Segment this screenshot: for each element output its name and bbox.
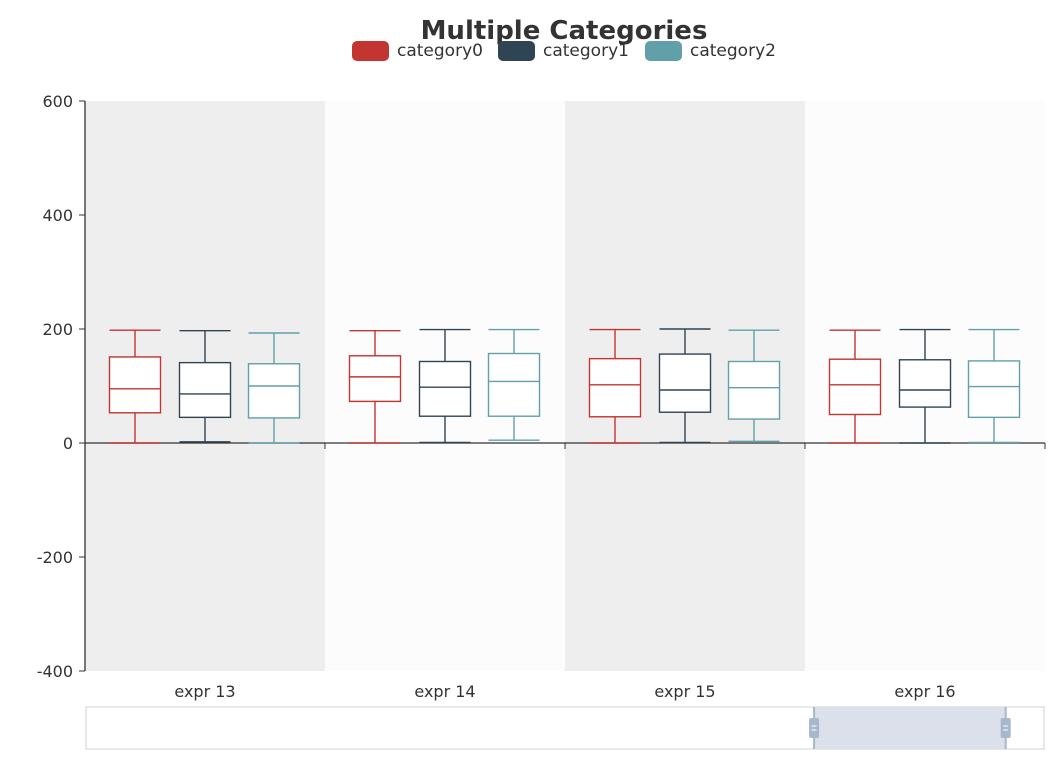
y-tick-label: -400: [37, 662, 73, 681]
data-zoom-track: [85, 706, 1045, 750]
legend-item[interactable]: category1: [498, 41, 629, 61]
box-body: [108, 356, 162, 414]
boxplot-item[interactable]: [108, 329, 162, 444]
boxplot-item[interactable]: [418, 328, 472, 444]
x-tick-label: expr 16: [894, 682, 955, 701]
box-body: [588, 357, 642, 418]
box-body: [487, 352, 541, 417]
legend-label: category2: [690, 41, 776, 61]
boxplot-item[interactable]: [898, 328, 952, 444]
y-tick-label: 400: [42, 206, 73, 225]
boxplot-item[interactable]: [588, 328, 642, 444]
legend-label: category1: [543, 41, 629, 61]
box-body: [898, 359, 952, 408]
legend-label: category0: [397, 41, 483, 61]
boxplot-item[interactable]: [828, 329, 882, 444]
data-zoom-slider[interactable]: [85, 706, 1045, 750]
box-body: [967, 360, 1021, 419]
legend-swatch: [498, 41, 535, 61]
data-zoom-handle[interactable]: [1000, 718, 1011, 738]
handle-grip: [809, 718, 820, 738]
legend-swatch: [645, 41, 682, 61]
box-body: [658, 353, 712, 413]
x-axis: expr 13 expr 14 expr 15 expr 16: [84, 442, 1046, 701]
boxplot-item[interactable]: [178, 330, 232, 443]
legend: category0 category1 category2: [352, 41, 776, 61]
box-body: [247, 363, 301, 419]
boxplot-item[interactable]: [487, 328, 541, 441]
boxplot-item[interactable]: [348, 330, 402, 444]
series-category1: [178, 328, 952, 444]
data-zoom-window[interactable]: [814, 707, 1006, 749]
data-zoom-handle[interactable]: [809, 718, 820, 738]
box-body: [828, 358, 882, 416]
legend-item[interactable]: category0: [352, 41, 483, 61]
y-tick-label: 600: [42, 92, 73, 111]
boxplot-item[interactable]: [658, 328, 712, 444]
boxplot-item[interactable]: [967, 328, 1021, 444]
legend-swatch: [352, 41, 389, 61]
y-axis: 600 400 200 0 -200 -400: [37, 92, 86, 681]
x-tick-label: expr 15: [654, 682, 715, 701]
x-tick-label: expr 13: [174, 682, 235, 701]
boxplot-item[interactable]: [727, 329, 781, 442]
box-body: [178, 361, 232, 419]
boxplot-item[interactable]: [247, 332, 301, 444]
legend-item[interactable]: category2: [645, 41, 776, 61]
box-body: [727, 360, 781, 420]
y-tick-label: 200: [42, 320, 73, 339]
series-category2: [247, 328, 1021, 444]
box-body: [418, 360, 472, 417]
y-tick-label: -200: [37, 548, 73, 567]
y-tick-label: 0: [63, 434, 73, 453]
handle-grip: [1000, 718, 1011, 738]
box-body: [348, 355, 402, 403]
series-category0: [108, 328, 882, 444]
x-tick-label: expr 14: [414, 682, 475, 701]
